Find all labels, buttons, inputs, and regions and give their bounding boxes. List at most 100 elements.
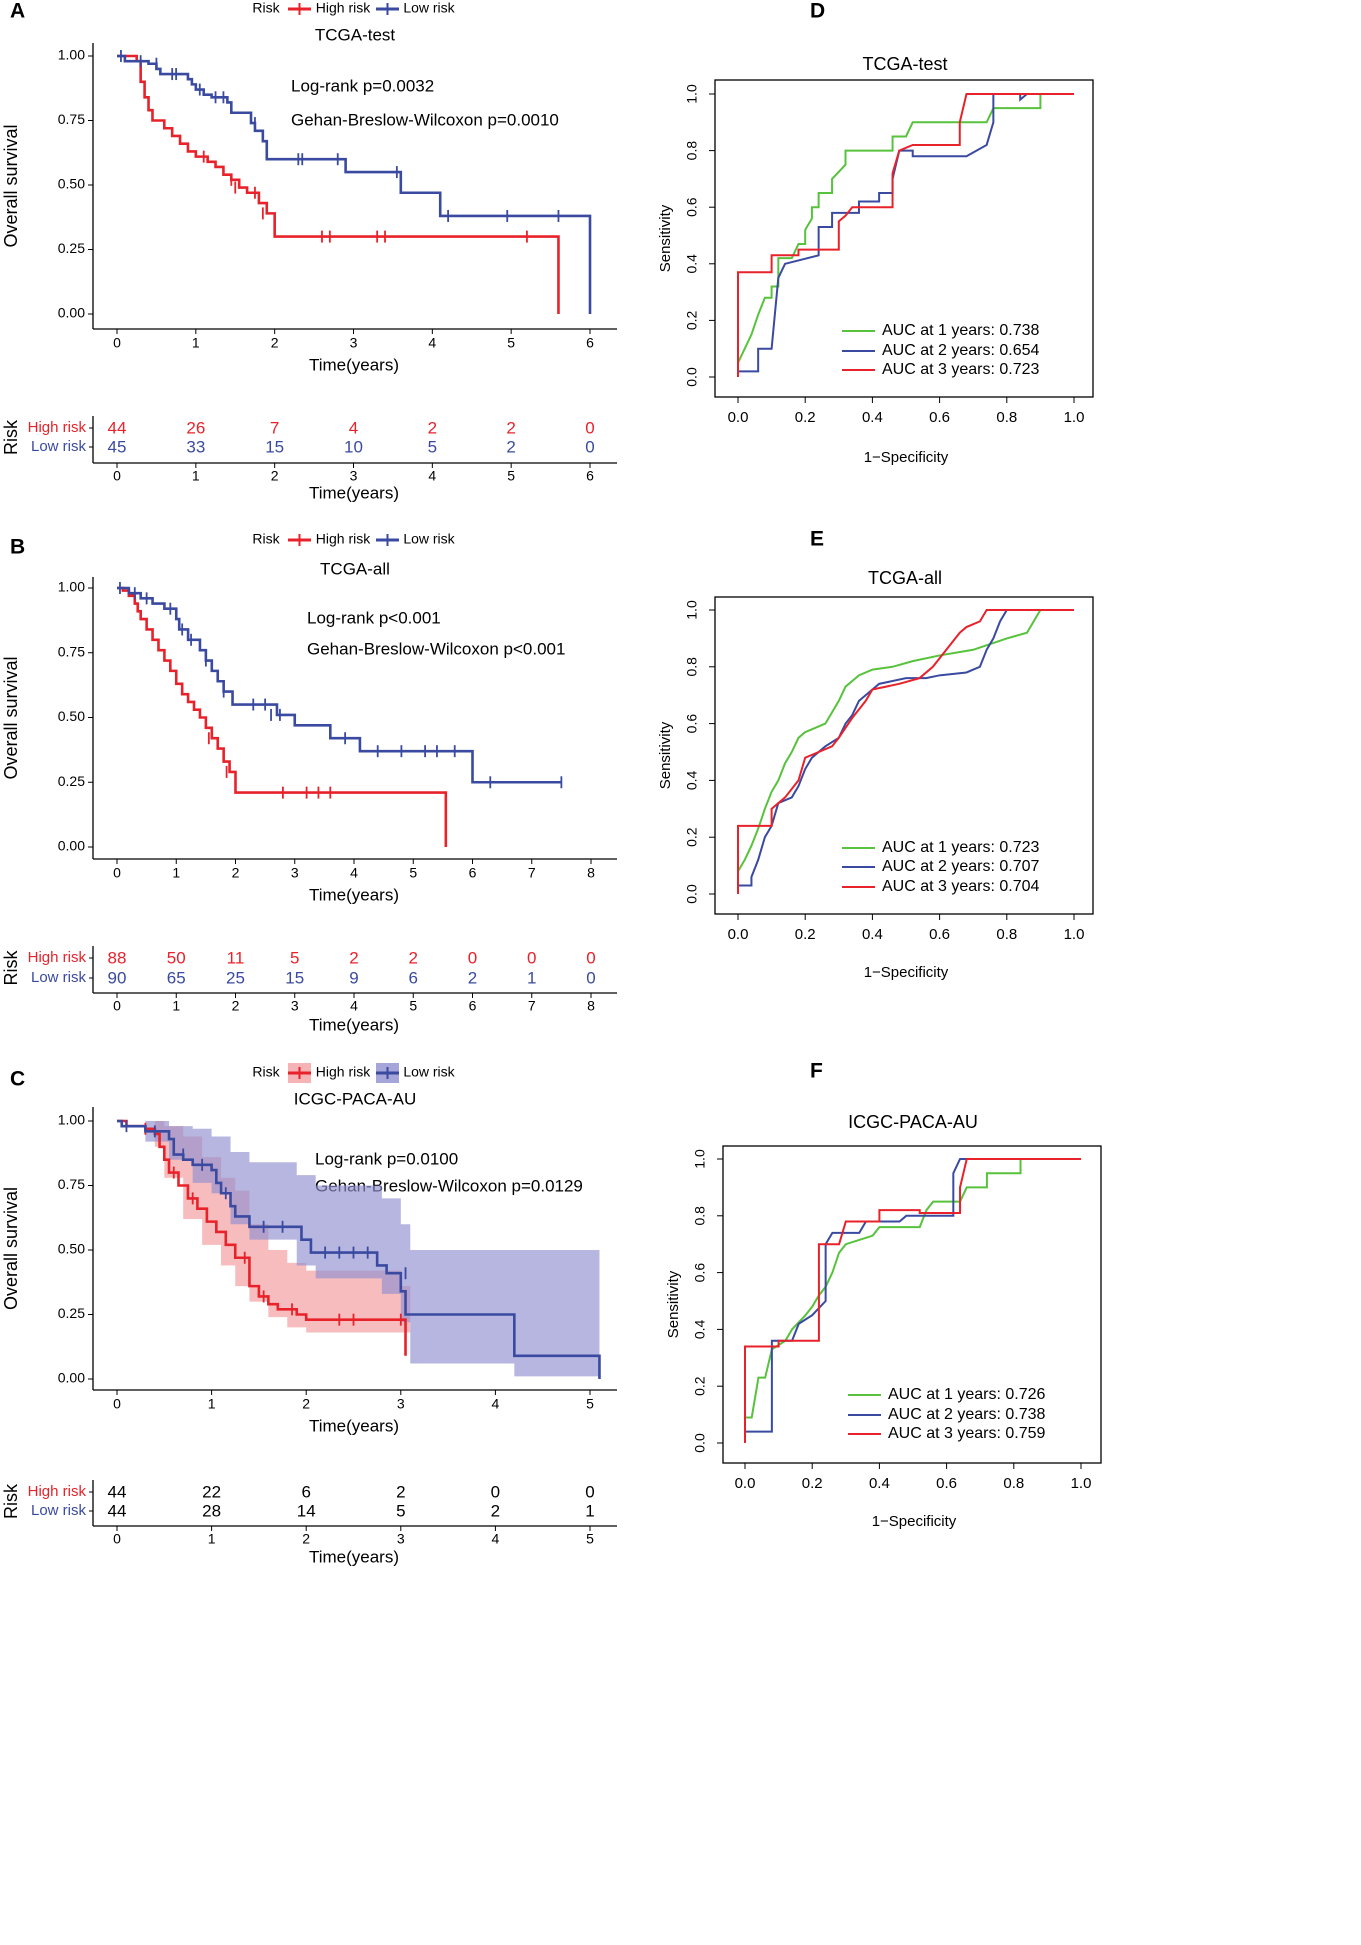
- km0-risk-xtick-label-5: 5: [507, 468, 515, 484]
- km0-risk-value-1-6: 0: [585, 437, 594, 456]
- roc2-ytick-label-4: 0.8: [692, 1206, 708, 1226]
- km0-risk-value-1-2: 15: [265, 437, 284, 456]
- km2-risk-xtick-label-0: 0: [113, 1531, 121, 1547]
- km0-risk-xtick-label-2: 2: [271, 468, 279, 484]
- roc0-panel-letter: D: [810, 0, 825, 23]
- km1-legend-title: Risk: [252, 531, 280, 547]
- km2-band-0: [117, 1121, 411, 1372]
- roc2-roc-curve-2y: [744, 1158, 1081, 1443]
- km1-risk-label-1: Low risk: [31, 969, 87, 986]
- km0-risk-xtick-label-6: 6: [586, 468, 594, 484]
- km0-risk-value-0-2: 7: [270, 418, 279, 437]
- km0-stat-1: Gehan-Breslow-Wilcoxon p=0.0010: [291, 110, 559, 129]
- km0-xtick-label-1: 1: [192, 335, 200, 351]
- roc2-ytick-label-3: 0.6: [692, 1263, 708, 1283]
- km2-risk-value-0-4: 0: [491, 1482, 500, 1501]
- km2-risk-value-1-1: 28: [202, 1501, 221, 1520]
- km0-risk-label-0: High risk: [28, 419, 87, 436]
- roc1-ytick-label-5: 1.0: [684, 600, 700, 620]
- roc0-ytick-label-2: 0.4: [684, 254, 700, 274]
- km2-xtick-label-2: 2: [302, 1396, 310, 1412]
- km1-xtick-label-3: 3: [291, 865, 299, 881]
- km1-ytick-label-2: 0.50: [58, 708, 85, 724]
- km0-risk-title: Risk: [1, 419, 21, 455]
- km1-risk-value-1-0: 90: [108, 968, 127, 987]
- roc1-panel-letter: E: [810, 528, 824, 551]
- roc0-ytick-label-1: 0.2: [684, 310, 700, 330]
- km2-legend-entry-0: High risk: [316, 1064, 371, 1080]
- km0-risk-value-1-1: 33: [186, 437, 205, 456]
- km0-risk-value-1-4: 5: [428, 437, 437, 456]
- km2-risk-xtick-label-1: 1: [208, 1531, 216, 1547]
- roc1-xtick-label-4: 0.8: [996, 926, 1017, 943]
- roc1-ytick-label-0: 0.0: [684, 884, 700, 904]
- km1-curve-low-risk: [117, 586, 562, 784]
- km1-risk-value-1-1: 65: [167, 968, 186, 987]
- km1-xtick-label-6: 6: [469, 865, 477, 881]
- roc2-legend-entry-2: AUC at 3 years: 0.759: [888, 1425, 1046, 1442]
- km2-risk-value-1-5: 1: [585, 1501, 594, 1520]
- km1-xtick-label-0: 0: [113, 865, 121, 881]
- km0-legend-entry-0: High risk: [316, 0, 371, 16]
- roc0-ytick-label-0: 0.0: [684, 367, 700, 387]
- roc0-xtick-label-3: 0.6: [929, 409, 950, 426]
- km0-ytick-label-1: 0.25: [58, 240, 85, 256]
- km0-xtick-label-0: 0: [113, 335, 121, 351]
- km2-risk-value-0-1: 22: [202, 1482, 221, 1501]
- roc1-ytick-label-4: 0.8: [684, 657, 700, 677]
- km0-ytick-label-3: 0.75: [58, 111, 85, 127]
- km1-risk-xtick-label-3: 3: [291, 998, 299, 1014]
- km2-legend-title: Risk: [252, 1064, 280, 1080]
- km1-risk-xtick-label-1: 1: [172, 998, 180, 1014]
- roc1-legend-entry-0: AUC at 1 years: 0.723: [882, 839, 1040, 856]
- km0-risk-xtick-label-4: 4: [428, 468, 436, 484]
- km2-risk-xlabel: Time(years): [309, 1547, 399, 1566]
- km0-risk-xtick-label-1: 1: [192, 468, 200, 484]
- km1-risk-value-1-6: 2: [468, 968, 477, 987]
- km0-xtick-label-2: 2: [271, 335, 279, 351]
- roc1-xtick-label-3: 0.6: [929, 926, 950, 943]
- km2-risk-value-0-2: 6: [301, 1482, 310, 1501]
- roc0-xtick-label-4: 0.8: [996, 409, 1017, 426]
- km1-risk-label-0: High risk: [28, 949, 87, 966]
- km0-risk-value-0-0: 44: [108, 418, 127, 437]
- roc1-legend-entry-1: AUC at 2 years: 0.707: [882, 858, 1040, 875]
- km2-ytick-label-4: 1.00: [58, 1112, 85, 1128]
- roc1-ytick-label-3: 0.6: [684, 714, 700, 734]
- roc0-legend-entry-1: AUC at 2 years: 0.654: [882, 342, 1040, 359]
- km2-curve-low-risk: [117, 1119, 601, 1379]
- roc2-ylabel: Sensitivity: [665, 1270, 682, 1338]
- roc2-roc-curve-3y: [744, 1158, 1081, 1443]
- km1-risk-value-1-2: 25: [226, 968, 245, 987]
- roc1-ytick-label-1: 0.2: [684, 827, 700, 847]
- km0-risk-value-0-4: 2: [428, 418, 437, 437]
- roc1-xtick-label-1: 0.2: [795, 926, 816, 943]
- roc2-xtick-label-0: 0.0: [735, 1475, 756, 1492]
- roc2-xtick-label-4: 0.8: [1003, 1475, 1024, 1492]
- km1-ytick-label-3: 0.75: [58, 643, 85, 659]
- roc2-xlabel: 1−Specificity: [872, 1513, 957, 1530]
- roc0-roc-curve-1y: [737, 93, 1074, 377]
- km1-risk-value-0-1: 50: [167, 948, 186, 967]
- roc0-legend-entry-0: AUC at 1 years: 0.738: [882, 322, 1040, 339]
- roc2-roc-curve-1y: [744, 1158, 1081, 1443]
- km2-risk-value-1-0: 44: [108, 1501, 127, 1520]
- roc0-ytick-label-4: 0.8: [684, 141, 700, 161]
- km2-legend-entry-1: Low risk: [403, 1064, 455, 1080]
- km2-ytick-label-1: 0.25: [58, 1305, 85, 1321]
- km0-xtick-label-4: 4: [428, 335, 436, 351]
- km1-risk-value-0-4: 2: [349, 948, 358, 967]
- roc2-ytick-label-2: 0.4: [692, 1319, 708, 1339]
- km2-band-1: [117, 1121, 600, 1377]
- km0-risk-value-1-3: 10: [344, 437, 363, 456]
- km0-xtick-label-3: 3: [350, 335, 358, 351]
- km0-risk-xlabel: Time(years): [309, 483, 399, 502]
- km0-legend-entry-1: Low risk: [403, 0, 455, 16]
- km1-xtick-label-4: 4: [350, 865, 358, 881]
- km2-panel-letter: C: [10, 1068, 25, 1091]
- roc1-xlabel: 1−Specificity: [864, 964, 949, 981]
- km2-risk-value-0-5: 0: [585, 1482, 594, 1501]
- km1-risk-xlabel: Time(years): [309, 1015, 399, 1034]
- km2-xtick-label-5: 5: [586, 1396, 594, 1412]
